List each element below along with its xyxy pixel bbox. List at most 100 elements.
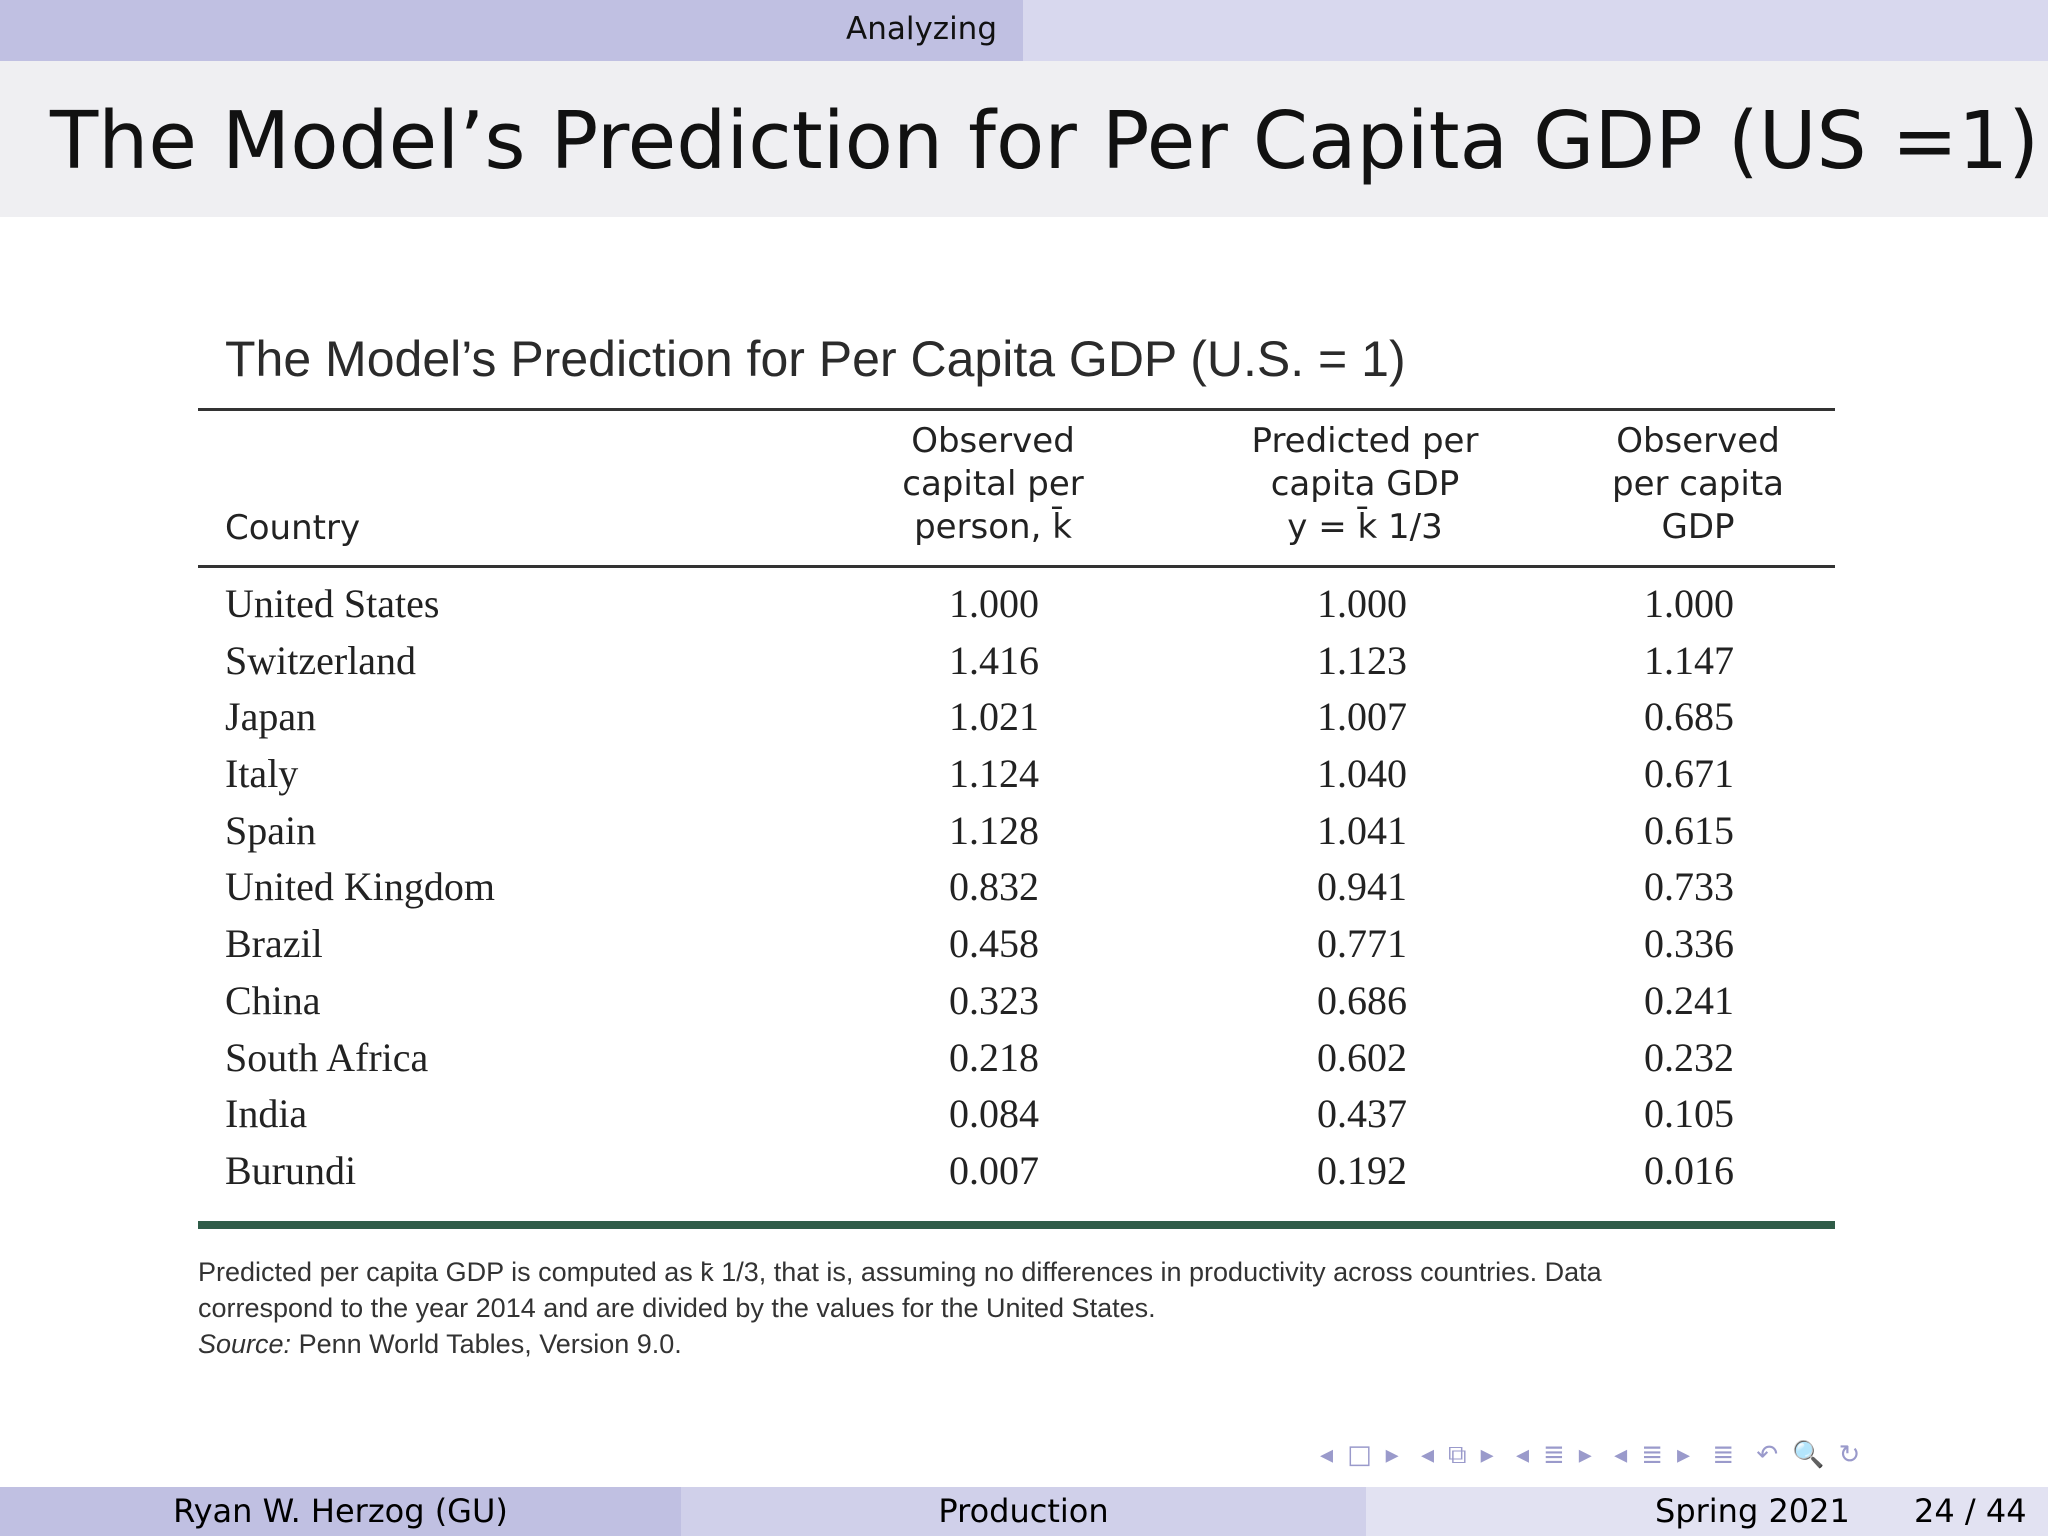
cell-observed-capital: 0.323 <box>949 977 1039 1023</box>
footer-page-number: 24 / 44 <box>1914 1492 2027 1530</box>
nav-toc-icon[interactable]: ≣ <box>1712 1440 1735 1470</box>
cell-observed-capital: 1.124 <box>949 751 1039 797</box>
cell-observed-gdp: 0.671 <box>1644 751 1734 797</box>
cell-observed-capital: 0.007 <box>949 1147 1039 1193</box>
cell-observed-capital: 0.832 <box>949 864 1039 910</box>
section-bar: Analyzing <box>0 0 2048 61</box>
table-row: China 0.323 0.686 0.241 <box>0 975 2048 1032</box>
table-row: India 0.084 0.437 0.105 <box>0 1088 2048 1145</box>
cell-predicted-gdp: 0.686 <box>1317 977 1407 1023</box>
footer-right: Spring 2021 24 / 44 <box>1366 1487 2048 1536</box>
notes-line: correspond to the year 2014 and are divi… <box>198 1293 1156 1323</box>
cell-observed-capital: 1.128 <box>949 807 1039 853</box>
cell-predicted-gdp: 0.941 <box>1317 864 1407 910</box>
cell-observed-gdp: 0.336 <box>1644 921 1734 967</box>
cell-observed-gdp: 0.615 <box>1644 807 1734 853</box>
frame-title-bar: The Model’s Prediction for Per Capita GD… <box>0 61 2048 217</box>
footer-author[interactable]: Ryan W. Herzog (GU) <box>0 1487 681 1536</box>
cell-observed-gdp: 0.016 <box>1644 1147 1734 1193</box>
column-header-line: per capita <box>1611 464 1784 504</box>
cell-country: Switzerland <box>225 637 417 683</box>
section-label[interactable]: Analyzing <box>0 0 1023 61</box>
nav-back-icon[interactable]: ↶ <box>1756 1440 1779 1470</box>
column-header-line: Observed <box>1616 421 1780 461</box>
cell-country: Brazil <box>225 921 323 967</box>
column-header-line: person, k̄ <box>914 507 1072 547</box>
cell-country: Spain <box>225 807 317 853</box>
table-row: Italy 1.124 1.040 0.671 <box>0 748 2048 805</box>
table-row: United States 1.000 1.000 1.000 <box>0 578 2048 635</box>
nav-left-arrow-icon[interactable]: ◂ <box>1420 1440 1435 1470</box>
nav-frame-icon[interactable]: □ <box>1347 1440 1372 1470</box>
nav-right-arrow-icon[interactable]: ▸ <box>1480 1440 1494 1470</box>
table-row: South Africa 0.218 0.602 0.232 <box>0 1032 2048 1089</box>
nav-forward-icon[interactable]: ↻ <box>1838 1440 1861 1470</box>
footer-date: Spring 2021 <box>1655 1492 1850 1530</box>
cell-observed-capital: 1.416 <box>949 637 1039 683</box>
cell-observed-capital: 1.000 <box>949 581 1039 626</box>
cell-country: Burundi <box>225 1147 357 1193</box>
table-notes: Predicted per capita GDP is computed as … <box>198 1254 1838 1362</box>
column-header-line: Predicted per <box>1251 421 1479 461</box>
cell-predicted-gdp: 0.437 <box>1317 1091 1407 1137</box>
column-header-line: capita GDP <box>1270 464 1460 504</box>
cell-predicted-gdp: 1.041 <box>1317 807 1407 853</box>
nav-left-arrow-icon[interactable]: ◂ <box>1614 1440 1628 1470</box>
table-header-rule <box>198 565 1835 568</box>
nav-document-icon[interactable]: ≣ <box>1641 1440 1663 1470</box>
column-header-line: GDP <box>1661 507 1735 547</box>
cell-country: South Africa <box>225 1034 429 1080</box>
nav-section-icon[interactable]: ≣ <box>1543 1440 1565 1470</box>
cell-observed-capital: 0.458 <box>949 921 1039 967</box>
table-row: Spain 1.128 1.041 0.615 <box>0 805 2048 862</box>
table-row: Switzerland 1.416 1.123 1.147 <box>0 635 2048 692</box>
table-row: Burundi 0.007 0.192 0.016 <box>0 1145 2048 1202</box>
nav-search-icon[interactable]: 🔍 <box>1792 1440 1825 1470</box>
nav-subsection-icon[interactable]: ⧉ <box>1448 1440 1467 1470</box>
cell-observed-gdp: 0.733 <box>1644 864 1734 910</box>
column-header-observed-gdp: Observed per capita GDP <box>1548 420 1848 549</box>
nav-right-arrow-icon[interactable]: ▸ <box>1385 1440 1399 1470</box>
source-label: Source: <box>198 1329 292 1359</box>
section-label-text: Analyzing <box>845 11 998 47</box>
beamer-navigation: ◂ □ ▸ ◂ ⧉ ▸ ◂ ≣ ▸ ◂ ≣ ▸ ≣ ↶ 🔍 ↻ <box>1320 1440 1874 1474</box>
nav-right-arrow-icon[interactable]: ▸ <box>1676 1440 1691 1470</box>
nav-right-arrow-icon[interactable]: ▸ <box>1578 1440 1592 1470</box>
cell-observed-gdp: 0.685 <box>1644 694 1734 740</box>
cell-observed-capital: 0.218 <box>949 1034 1039 1080</box>
cell-observed-capital: 1.021 <box>949 694 1039 740</box>
cell-observed-gdp: 0.232 <box>1644 1034 1734 1080</box>
cell-predicted-gdp: 0.771 <box>1317 921 1407 967</box>
cell-predicted-gdp: 0.602 <box>1317 1034 1407 1080</box>
table-row: Japan 1.021 1.007 0.685 <box>0 691 2048 748</box>
table-title: The Model’s Prediction for Per Capita GD… <box>225 331 1406 387</box>
nav-left-arrow-icon[interactable]: ◂ <box>1320 1440 1334 1470</box>
nav-left-arrow-icon[interactable]: ◂ <box>1515 1440 1529 1470</box>
footer-title[interactable]: Production <box>681 1487 1366 1536</box>
cell-country: United States <box>225 581 440 626</box>
source-text: Penn World Tables, Version 9.0. <box>291 1329 682 1359</box>
cell-observed-gdp: 0.105 <box>1644 1091 1734 1137</box>
table-top-rule <box>198 408 1835 411</box>
column-header-country: Country <box>225 508 361 548</box>
cell-predicted-gdp: 0.192 <box>1317 1147 1407 1193</box>
cell-predicted-gdp: 1.000 <box>1317 581 1407 626</box>
cell-observed-gdp: 1.147 <box>1644 637 1734 683</box>
cell-predicted-gdp: 1.040 <box>1317 751 1407 797</box>
cell-country: Japan <box>225 694 317 740</box>
column-header-line: Observed <box>911 421 1075 461</box>
cell-observed-gdp: 0.241 <box>1644 977 1734 1023</box>
cell-country: China <box>225 977 321 1023</box>
cell-observed-capital: 0.084 <box>949 1091 1039 1137</box>
table-body: United States 1.000 1.000 1.000 Switzerl… <box>0 578 2048 1202</box>
notes-line: Predicted per capita GDP is computed as … <box>198 1257 1602 1287</box>
cell-predicted-gdp: 1.007 <box>1317 694 1407 740</box>
frame-title: The Model’s Prediction for Per Capita GD… <box>50 95 2040 187</box>
cell-country: India <box>225 1091 308 1137</box>
footer: Ryan W. Herzog (GU) Production Spring 20… <box>0 1487 2048 1536</box>
section-bar-left <box>0 0 1023 61</box>
column-header-observed-capital: Observed capital per person, k̄ <box>843 420 1143 549</box>
table-bottom-rule <box>198 1221 1835 1229</box>
column-header-line: capital per <box>902 464 1084 504</box>
cell-country: Italy <box>225 751 299 797</box>
